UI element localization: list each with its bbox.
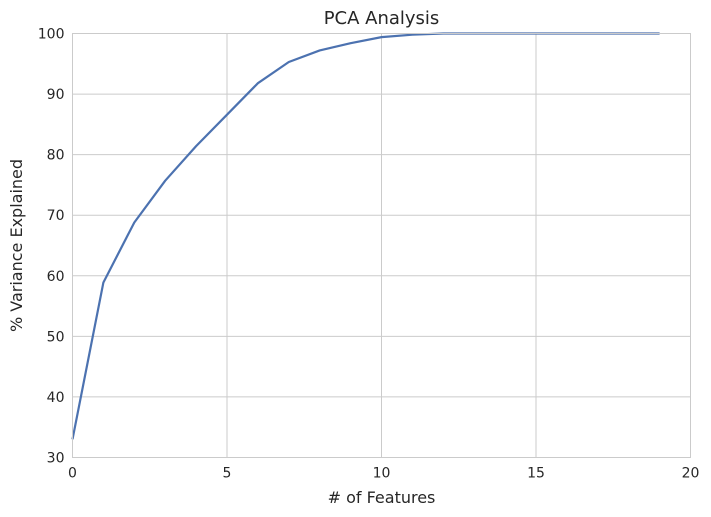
x-tick-label: 5 bbox=[223, 466, 232, 482]
y-tick-label: 40 bbox=[47, 390, 65, 406]
y-tick-label: 90 bbox=[47, 87, 65, 103]
y-tick-label: 30 bbox=[47, 451, 65, 467]
x-tick-label: 0 bbox=[68, 466, 77, 482]
grid bbox=[72, 33, 691, 458]
y-tick-label: 80 bbox=[47, 148, 65, 164]
x-tick-label: 15 bbox=[527, 466, 545, 482]
y-tick-label: 70 bbox=[47, 208, 65, 224]
plot-frame bbox=[72, 33, 691, 458]
x-tick-label: 20 bbox=[682, 466, 700, 482]
y-axis-label: % Variance Explained bbox=[7, 159, 26, 332]
chart-title: PCA Analysis bbox=[324, 8, 440, 29]
y-tick-label: 50 bbox=[47, 329, 65, 345]
x-tick-label: 10 bbox=[373, 466, 391, 482]
x-axis-ticks: 0 5 10 15 20 bbox=[68, 466, 699, 482]
y-tick-label: 100 bbox=[38, 27, 65, 43]
x-axis-label: # of Features bbox=[328, 488, 436, 507]
y-axis-ticks: 30 40 50 60 70 80 90 100 bbox=[38, 27, 65, 467]
y-tick-label: 60 bbox=[47, 269, 65, 285]
